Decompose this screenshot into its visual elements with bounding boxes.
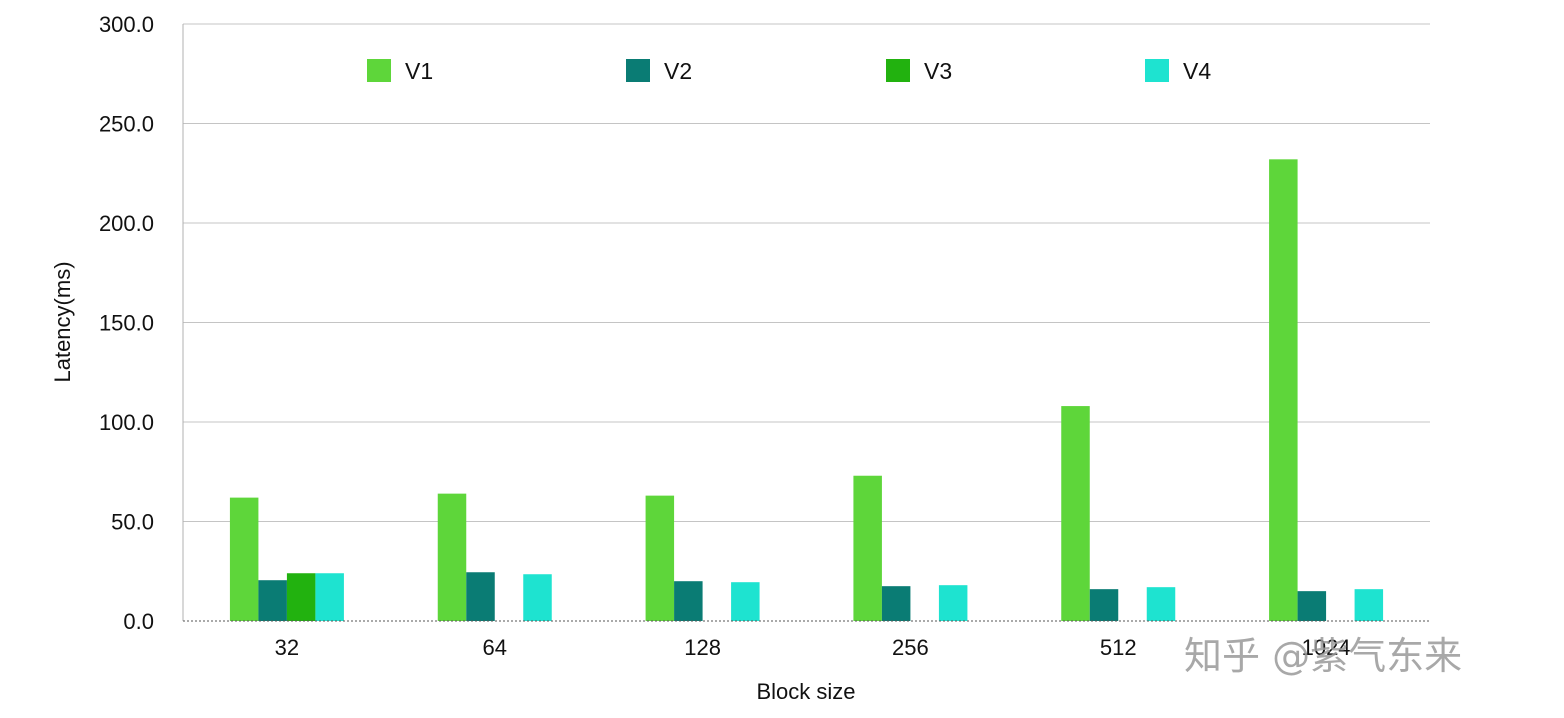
y-tick-label: 150.0 bbox=[99, 311, 154, 336]
y-tick-label: 250.0 bbox=[99, 112, 154, 137]
bar-v3-32 bbox=[286, 573, 316, 621]
watermark-text: 知乎 @紫气东来 bbox=[1184, 634, 1462, 678]
legend-swatch-v4 bbox=[1145, 59, 1169, 82]
legend-label-v2: V2 bbox=[664, 58, 692, 84]
x-tick-label: 512 bbox=[1100, 635, 1137, 660]
bar-v1-256 bbox=[853, 475, 882, 621]
legend-swatch-v1 bbox=[367, 59, 391, 82]
legend-label-v4: V4 bbox=[1183, 58, 1211, 84]
x-axis-title: Block size bbox=[756, 679, 855, 704]
bars bbox=[229, 159, 1384, 621]
legend: V1 V2 V3 V4 bbox=[367, 58, 1211, 84]
y-tick-label: 0.0 bbox=[123, 609, 154, 634]
bar-v2-1024 bbox=[1297, 591, 1327, 621]
bar-v1-64 bbox=[437, 493, 467, 621]
bar-v4-256 bbox=[938, 585, 968, 621]
legend-label-v1: V1 bbox=[405, 58, 433, 84]
bar-v1-32 bbox=[229, 497, 259, 621]
bar-v2-128 bbox=[674, 581, 703, 621]
y-tick-label: 300.0 bbox=[99, 12, 154, 37]
legend-swatch-v2 bbox=[626, 59, 650, 82]
y-axis-ticks: 0.0 50.0 100.0 150.0 200.0 250.0 300.0 bbox=[99, 12, 154, 634]
x-tick-label: 128 bbox=[684, 635, 721, 660]
x-axis-ticks: 32 64 128 256 512 1024 bbox=[275, 635, 1351, 660]
x-tick-label: 1024 bbox=[1302, 635, 1351, 660]
bar-v1-128 bbox=[645, 495, 675, 621]
bar-v1-1024 bbox=[1269, 159, 1298, 621]
legend-label-v3: V3 bbox=[924, 58, 952, 84]
bar-v4-32 bbox=[315, 573, 344, 621]
y-axis-title: Latency(ms) bbox=[50, 261, 75, 382]
legend-swatch-v3 bbox=[886, 59, 910, 82]
x-tick-label: 256 bbox=[892, 635, 929, 660]
bar-v2-512 bbox=[1089, 589, 1119, 621]
gridlines bbox=[183, 23, 1430, 522]
bar-v1-512 bbox=[1061, 406, 1090, 621]
y-tick-label: 200.0 bbox=[99, 211, 154, 236]
bar-v4-128 bbox=[731, 582, 760, 621]
y-tick-label: 100.0 bbox=[99, 410, 154, 435]
bar-v2-64 bbox=[466, 572, 495, 621]
bar-v4-64 bbox=[523, 574, 552, 621]
y-tick-label: 50.0 bbox=[111, 510, 154, 535]
bar-v2-32 bbox=[258, 580, 287, 621]
x-tick-label: 32 bbox=[275, 635, 299, 660]
bar-v2-256 bbox=[881, 586, 911, 621]
bar-v4-1024 bbox=[1354, 589, 1384, 621]
x-tick-label: 64 bbox=[483, 635, 507, 660]
bar-v4-512 bbox=[1146, 587, 1176, 621]
